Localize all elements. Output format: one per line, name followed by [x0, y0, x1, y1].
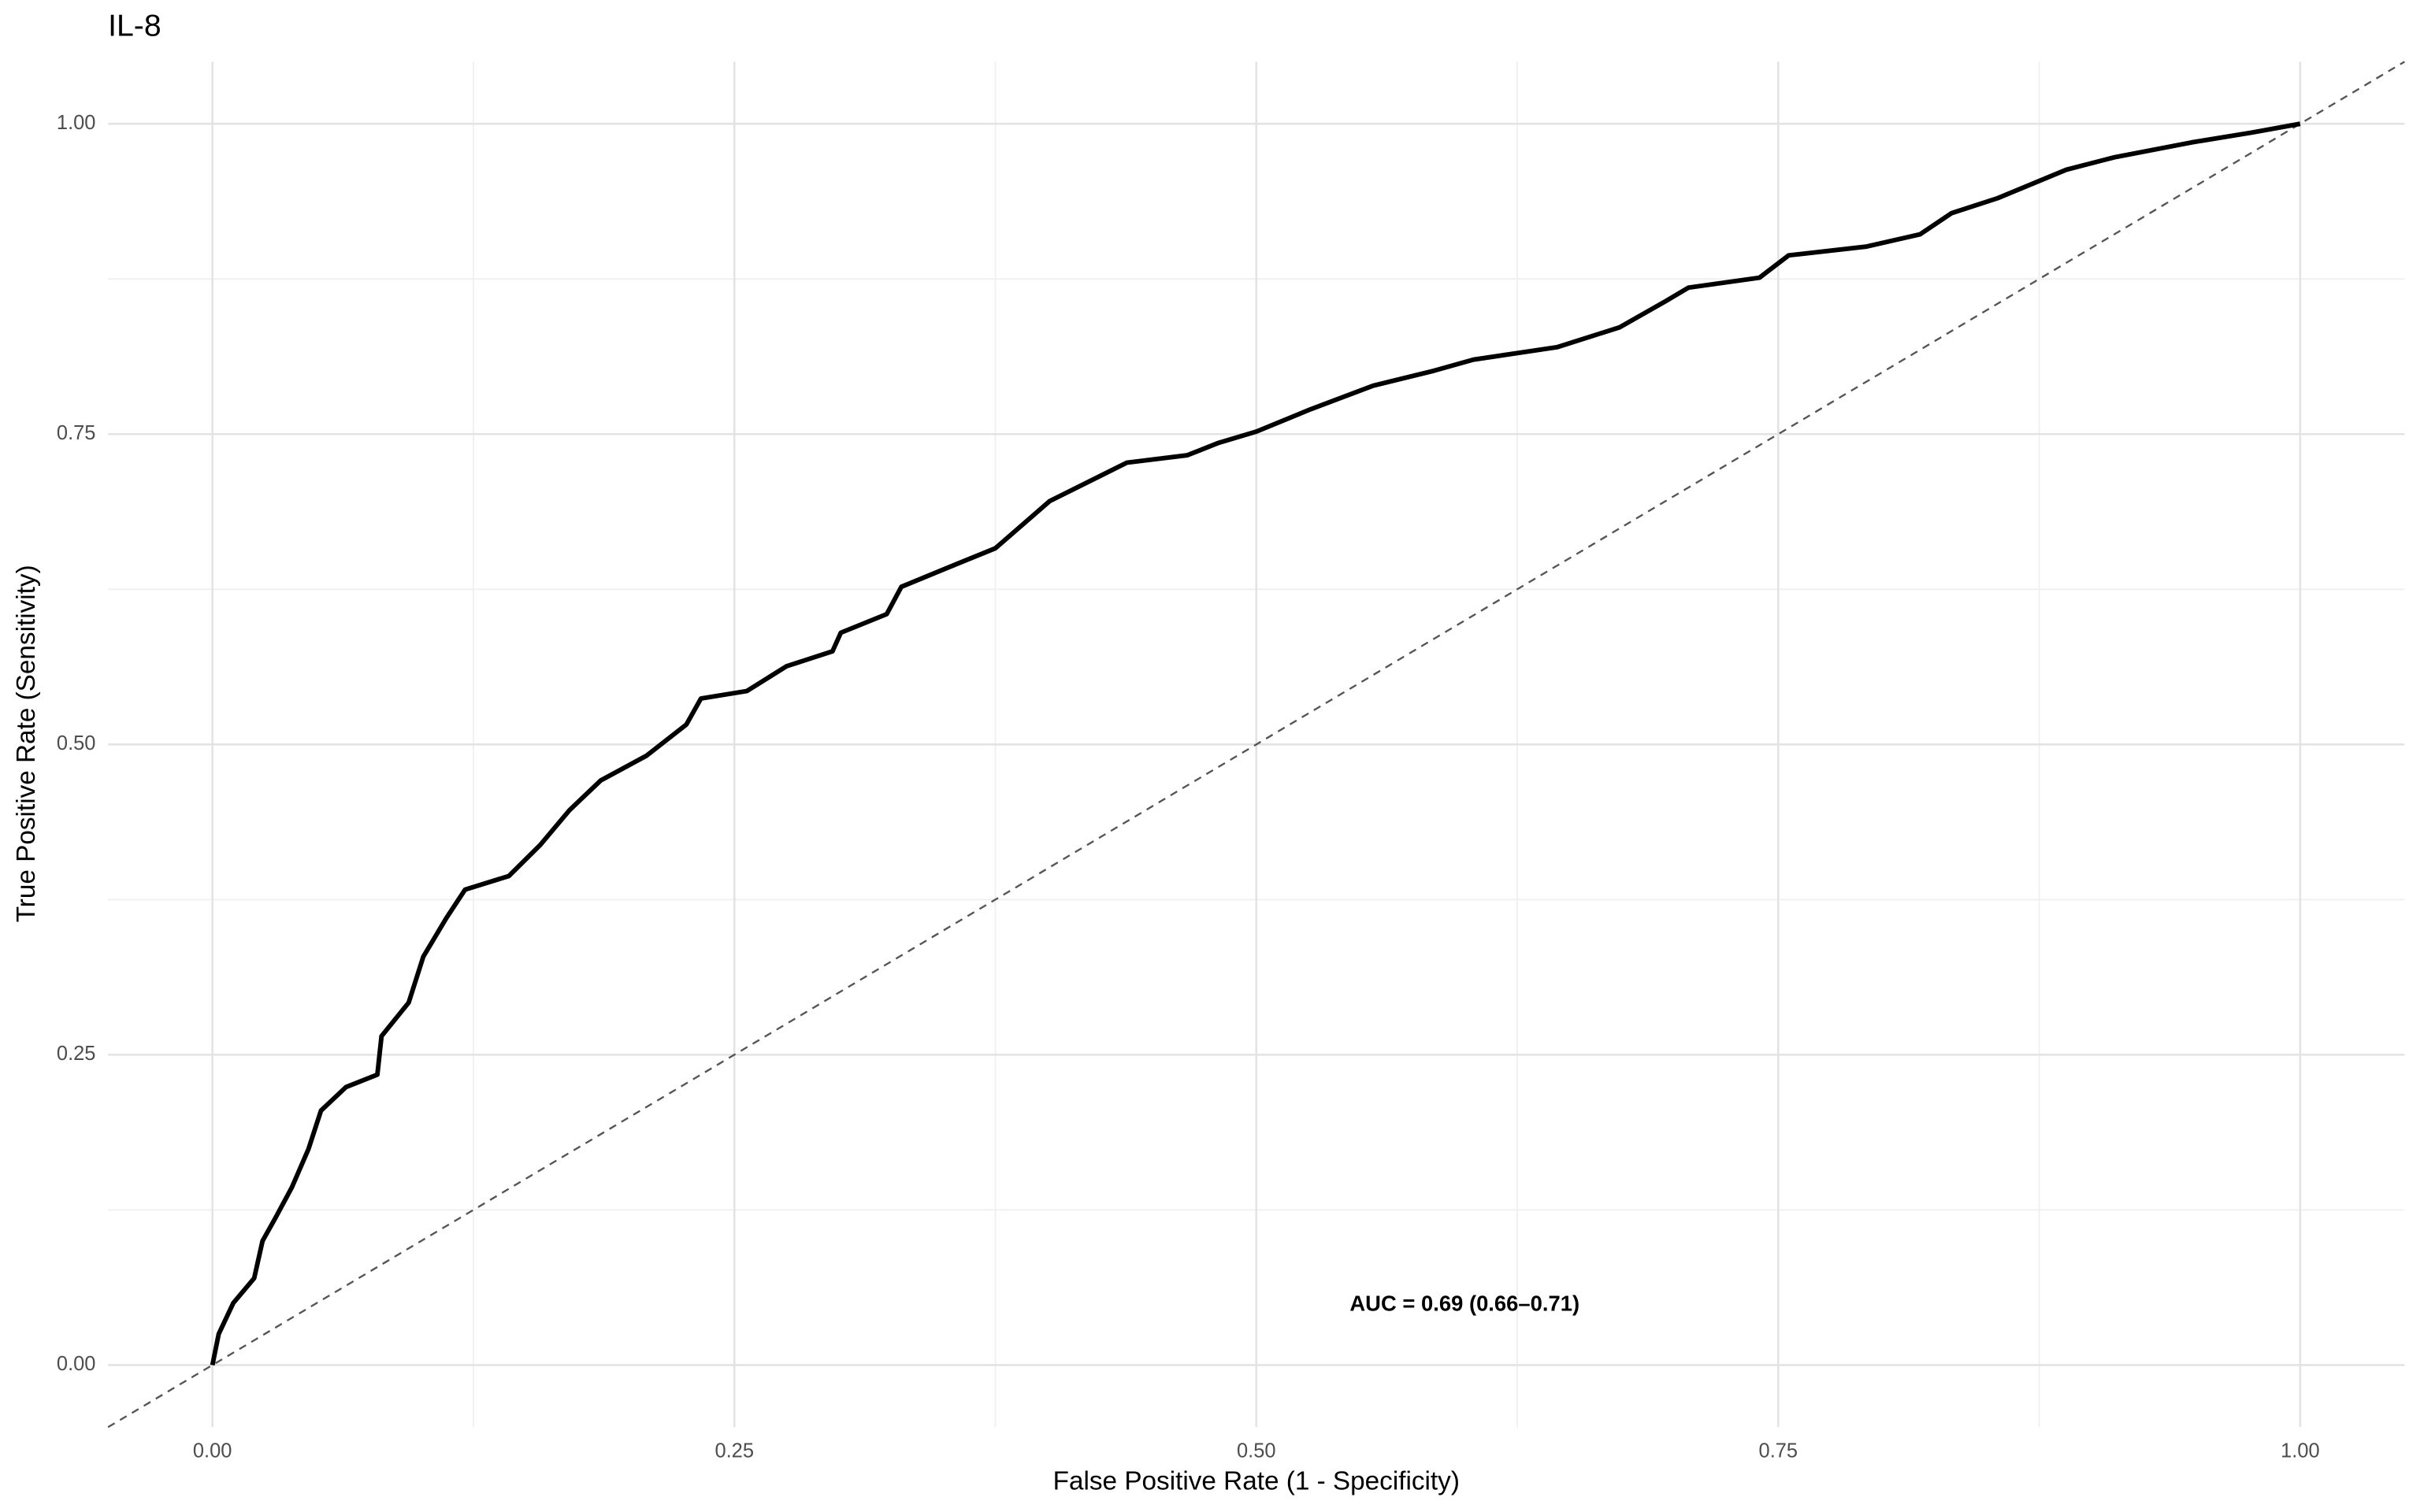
y-tick-label: 0.25 — [57, 1043, 96, 1065]
x-tick-label: 0.00 — [193, 1440, 232, 1462]
y-axis-label: True Positive Rate (Sensitivity) — [12, 565, 41, 922]
roc-curve — [210, 121, 2301, 1366]
reference-diagonal — [107, 61, 2406, 1429]
y-tick-label: 0.50 — [57, 732, 96, 754]
auc-annotation: AUC = 0.69 (0.66–0.71) — [1349, 1292, 1579, 1316]
x-axis-label: False Positive Rate (1 - Specificity) — [1053, 1467, 1460, 1496]
x-tick-label: 1.00 — [2281, 1440, 2320, 1462]
x-tick-label: 0.75 — [1759, 1440, 1798, 1462]
grid — [108, 61, 2405, 1428]
x-tick-label: 0.50 — [1237, 1440, 1276, 1462]
y-tick-label: 1.00 — [57, 112, 96, 134]
y-tick-label: 0.75 — [57, 422, 96, 444]
x-tick-label: 0.25 — [714, 1440, 754, 1462]
y-tick-label: 0.00 — [57, 1353, 96, 1375]
chart-title: IL-8 — [108, 9, 161, 43]
